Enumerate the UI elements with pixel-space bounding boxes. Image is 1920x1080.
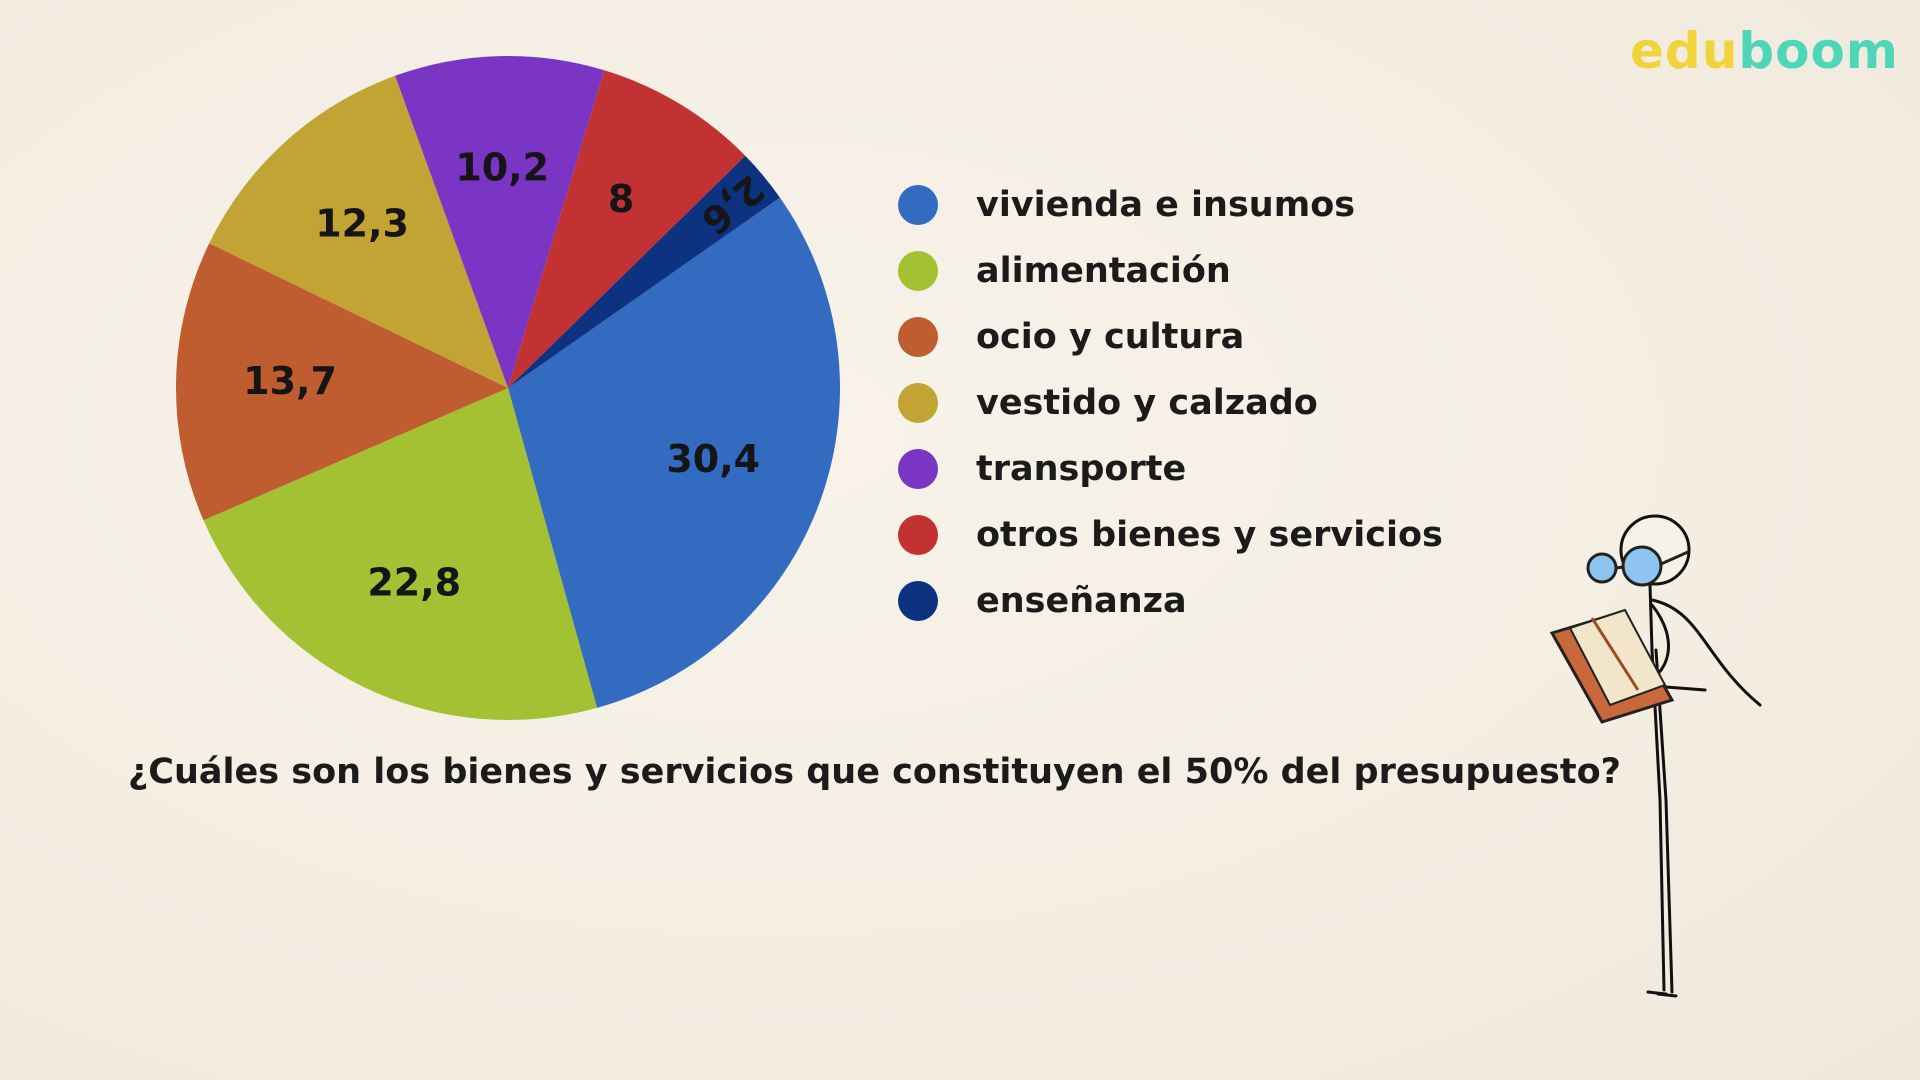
- pie-slice: [203, 388, 598, 720]
- pie-value-labels: 30,422,813,712,310,28 2,6: [243, 146, 773, 605]
- pie-value-label: 10,2: [455, 146, 549, 190]
- legend-swatch: [898, 581, 938, 621]
- eduboom-logo: eduboom: [1630, 22, 1899, 80]
- reading-character-illustration: [1549, 514, 1762, 998]
- pie-value-label: 8: [608, 177, 634, 221]
- legend-swatch: [898, 185, 938, 225]
- legend-label: alimentación: [976, 251, 1231, 291]
- logo-edu: edu: [1630, 22, 1739, 80]
- legend-swatch: [898, 515, 938, 555]
- legend-swatch: [898, 383, 938, 423]
- pie-slices: [175, 55, 840, 720]
- legend-item: enseñanza: [898, 568, 1443, 634]
- legend-swatch: [898, 251, 938, 291]
- pie-value-label: 30,4: [666, 437, 760, 481]
- pie-slice: [209, 75, 508, 388]
- pie-slice: [508, 197, 840, 708]
- legend-item: alimentación: [898, 238, 1443, 304]
- legend-item: vestido y calzado: [898, 370, 1443, 436]
- question-text: ¿Cuáles son los bienes y servicios que c…: [128, 752, 1621, 792]
- pie-slice: [395, 55, 605, 389]
- pie-value-label: 13,7: [243, 359, 337, 403]
- pie-slice: [508, 155, 780, 388]
- pie-slice: [508, 70, 746, 388]
- legend-swatch: [898, 449, 938, 489]
- legend-label: transporte: [976, 449, 1187, 489]
- book-icon: [1549, 608, 1675, 724]
- legend-label: vivienda e insumos: [976, 185, 1356, 225]
- pie-value-label: 22,8: [367, 560, 461, 604]
- legend-label: otros bienes y servicios: [976, 515, 1443, 555]
- pie-slice: [175, 243, 508, 521]
- legend-swatch: [898, 317, 938, 357]
- legend-label: enseñanza: [976, 581, 1187, 621]
- glasses-icon: [1586, 545, 1689, 587]
- legend-item: transporte: [898, 436, 1443, 502]
- legend-item: ocio y cultura: [898, 304, 1443, 370]
- legend-label: ocio y cultura: [976, 317, 1245, 357]
- pie-value-label: 12,3: [315, 202, 409, 246]
- legend-label: vestido y calzado: [976, 383, 1318, 423]
- chart-legend: vivienda e insumos alimentación ocio y c…: [898, 172, 1443, 634]
- logo-boom: boom: [1738, 22, 1899, 80]
- legend-item: otros bienes y servicios: [898, 502, 1443, 568]
- legend-item: vivienda e insumos: [898, 172, 1443, 238]
